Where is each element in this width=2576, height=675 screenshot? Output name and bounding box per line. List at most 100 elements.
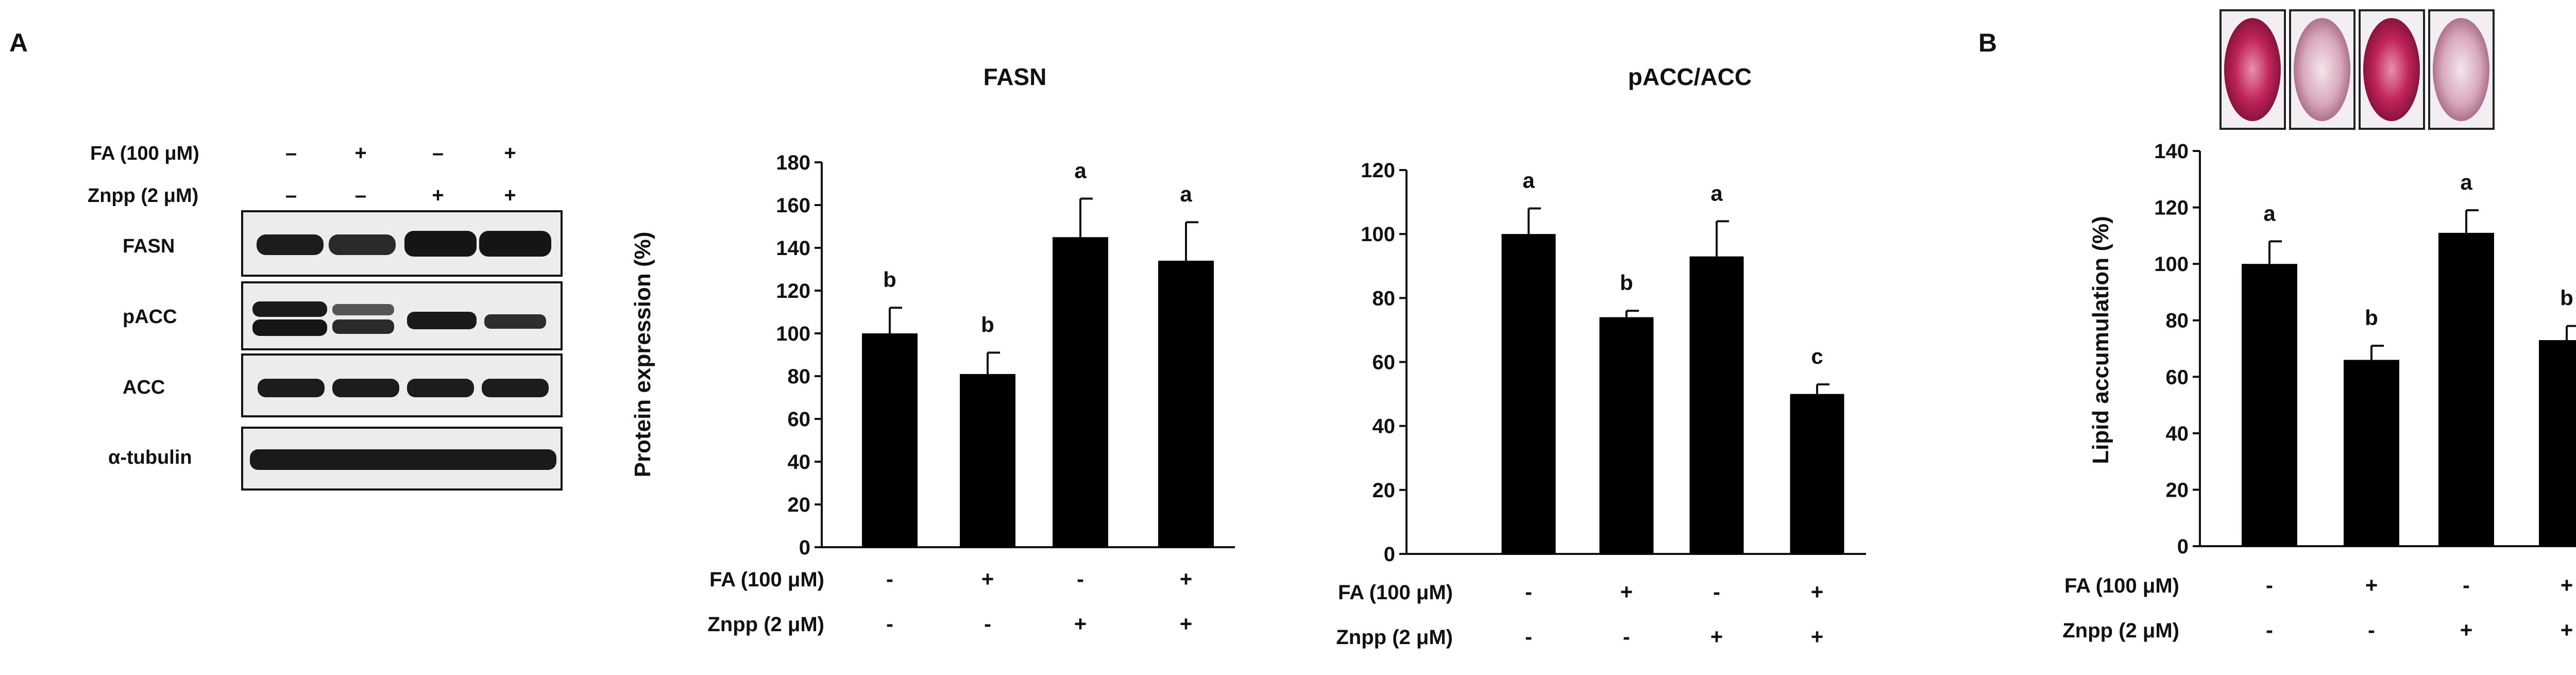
significance-letter: b [883,267,896,292]
chart-title: FASN [984,63,1047,90]
treatment-sign: - [2368,618,2375,642]
y-tick-label: 20 [2166,479,2189,501]
blot-row-label: α-tubulin [108,447,192,468]
treatment-sign: - [1525,580,1532,604]
treatment-sign: - [2463,573,2470,597]
blot-band [252,319,327,336]
bar [960,374,1015,547]
significance-letter: c [1811,344,1823,368]
y-tick-label: 140 [776,237,810,260]
y-axis-label: Protein expression (%) [630,232,655,478]
treatment-sign: - [1623,625,1630,649]
blot-band [479,231,551,257]
blot-band [329,234,396,255]
blot-znpp-label: Znpp (2 μM) [88,185,198,207]
treatment-sign: - [1525,625,1532,649]
significance-letter: a [1180,182,1192,206]
blot-row-label: pACC [123,306,177,328]
bar [2539,340,2576,546]
blot-sign: – [285,142,297,164]
y-tick-label: 60 [2166,366,2189,389]
y-tick-label: 100 [1361,223,1395,246]
y-tick-label: 80 [1372,287,1396,310]
significance-letter: a [1522,168,1535,193]
blot-band [257,234,324,255]
y-tick-label: 0 [799,536,810,559]
blot-band [250,449,556,470]
treatment-label: FA (100 μM) [2064,575,2179,597]
y-axis-label: Lipid accumulation (%) [2088,216,2113,464]
y-tick-label: 180 [776,151,810,174]
treatment-sign: - [984,612,991,636]
y-tick-label: 20 [788,494,811,516]
blot-band [332,304,394,315]
bar [1790,394,1844,554]
significance-letter: b [2560,286,2573,310]
significance-letter: b [2365,306,2378,330]
treatment-sign: - [2266,618,2273,642]
bar [862,333,918,547]
blot-sign: – [355,184,366,207]
treatment-sign: - [886,612,893,636]
treatment-sign: + [2561,618,2573,642]
y-tick-label: 40 [2166,423,2189,445]
treatment-sign: + [2561,573,2573,597]
blot-band [482,379,549,397]
treatment-label: Znpp (2 μM) [707,613,824,636]
y-tick-label: 100 [2154,253,2189,276]
blot-band [258,379,325,397]
y-tick-label: 20 [1372,479,1396,502]
blot-treatment-header: FA (100 μM) Znpp (2 μM) – + – + – – + + [88,142,516,207]
charts-layer: FASN Protein expression (%) 0 20 40 60 80 100 12… [630,63,2576,649]
treatment-sign: + [1180,567,1193,591]
treatment-label: FA (100 μM) [709,568,824,591]
blot-band [484,314,546,329]
y-tick-label: 40 [788,451,811,474]
blot-sign: + [504,142,516,164]
bar [2242,264,2297,546]
treatment-sign: - [2266,573,2273,597]
blot-sign: – [432,142,444,164]
y-tick-label: 80 [2166,310,2189,332]
bar [1158,260,1214,547]
treatment-sign: + [1811,580,1824,604]
treatment-sign: + [1811,625,1824,649]
significance-letter: b [1620,271,1633,295]
y-tick-label: 40 [1372,415,1396,438]
treatment-sign: - [886,567,893,591]
panel-a-label: A [9,28,28,57]
treatment-sign: + [1074,612,1087,636]
treatment-sign: + [2460,618,2473,642]
significance-letter: b [981,312,994,336]
treatment-label: FA (100 μM) [1338,581,1453,604]
significance-letter: a [1710,181,1723,205]
y-tick-label: 160 [776,194,810,217]
significance-letter: a [2460,170,2472,194]
blot-band [332,319,394,334]
significance-letter: a [1074,159,1087,183]
significance-letter: a [2263,201,2276,225]
blot-fa-label: FA (100 μM) [90,143,199,164]
treatment-sign: + [1710,625,1723,649]
y-tick-label: 60 [1372,351,1396,374]
y-tick-label: 0 [1384,543,1395,566]
blot-band [404,231,477,257]
stained-well-images [2219,9,2495,130]
blot-band [407,312,477,329]
bar [1689,256,1744,554]
blot-sign: – [285,184,297,207]
blot-sign: + [504,184,516,207]
blot-sign: + [432,184,444,207]
bar [2344,360,2399,546]
bar [1501,234,1556,554]
panel-b-label: B [1978,28,1997,57]
blot-row-label: FASN [123,235,175,257]
treatment-sign: - [1077,567,1084,591]
treatment-sign: + [981,567,994,591]
y-tick-label: 0 [2177,535,2189,558]
western-blot: FASN pACC ACC α-tubulin [108,210,563,491]
blot-row-label: ACC [123,377,165,398]
y-tick-label: 100 [776,323,810,345]
chart-title: pACC/ACC [1628,63,1752,90]
